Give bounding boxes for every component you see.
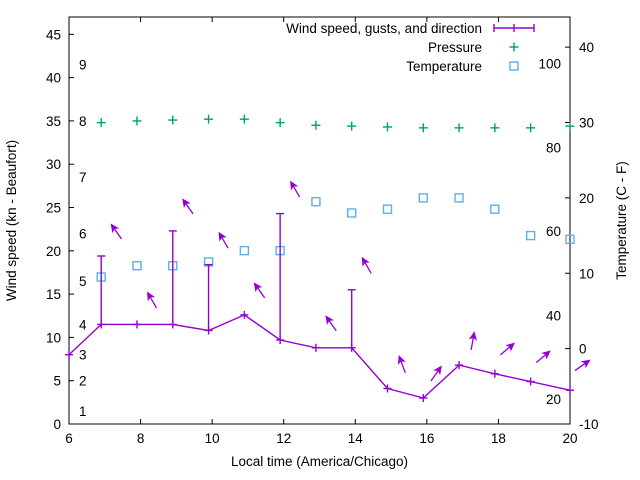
legend-label-2: Temperature: [406, 59, 482, 74]
y2-tick-label: 20: [579, 191, 594, 206]
wind-direction-arrow: [574, 359, 591, 372]
arrow-head: [110, 223, 120, 234]
series-pressure: [96, 114, 575, 133]
wind-direction-arrow: [182, 198, 194, 215]
temperature-point: [418, 193, 428, 203]
wind-direction-arrow: [146, 291, 158, 309]
x-tick-label: 18: [491, 431, 506, 446]
fahrenheit-label: 60: [546, 224, 561, 239]
arrow-head: [182, 198, 191, 209]
plot-border: [68, 16, 571, 425]
wind-direction-arrow: [500, 342, 515, 356]
wind-direction-arrow: [253, 282, 266, 299]
wind-direction-arrow: [218, 231, 229, 249]
temperature-point: [525, 230, 536, 241]
wind-direction-arrow: [361, 256, 372, 274]
x-axis-title: Local time (America/Chicago): [231, 454, 408, 469]
chart-legend: Wind speed, gusts, and direction Pressure…: [286, 21, 535, 74]
legend-label-1: Pressure: [428, 40, 482, 55]
arrow-head: [541, 350, 551, 360]
y-tick-label: 45: [46, 27, 61, 42]
arrow-head: [361, 256, 370, 267]
x-tick-label: 8: [137, 431, 145, 446]
x-tick-label: 14: [348, 431, 364, 446]
beaufort-label: 5: [79, 274, 87, 289]
y2-tick-label: 40: [579, 40, 594, 55]
y-axis-right: -10 0 10 20 30 40 Temperature (C - F): [565, 40, 629, 432]
fahrenheit-scale: 20 40 60 80 100: [538, 57, 561, 407]
temperature-point: [347, 208, 357, 218]
temperature-point: [490, 204, 500, 214]
wind-direction-arrow: [468, 331, 478, 351]
temperature-point: [382, 204, 393, 214]
series-temperature: [96, 193, 575, 282]
wind-direction-arrow: [430, 365, 442, 382]
x-tick-label: 6: [65, 431, 73, 446]
fahrenheit-label: 40: [546, 308, 561, 323]
wind-speed-line: [68, 314, 571, 399]
beaufort-label: 2: [79, 374, 87, 389]
y-tick-label: 30: [46, 157, 61, 172]
wind-direction-arrows: [110, 180, 591, 382]
legend-label-0: Wind speed, gusts, and direction: [286, 21, 482, 36]
wind-direction-arrow: [110, 223, 123, 240]
y-axis-title: Wind speed (kn - Beaufort): [4, 140, 19, 301]
y2-tick-label: 10: [579, 266, 594, 281]
plot-frame: [68, 16, 571, 425]
arrow-head: [146, 291, 156, 302]
wind-direction-arrow: [290, 180, 301, 198]
temperature-point: [311, 196, 321, 207]
y2-tick-label: 30: [579, 116, 594, 131]
beaufort-label: 4: [79, 317, 87, 332]
x-tick-label: 20: [562, 431, 577, 446]
arrow-head: [253, 282, 263, 293]
y-tick-label: 5: [53, 374, 61, 389]
y-tick-label: 25: [46, 201, 61, 216]
arrow-head: [397, 354, 406, 365]
y2-tick-label: 0: [579, 342, 587, 357]
fahrenheit-label: 80: [546, 140, 561, 155]
y2-tick-label: -10: [579, 417, 599, 432]
y-tick-label: 0: [53, 417, 61, 432]
legend-sample-square: [509, 61, 519, 71]
x-tick-label: 12: [276, 431, 291, 446]
y-tick-label: 15: [46, 287, 61, 302]
temperature-point: [132, 261, 142, 271]
y-tick-label: 40: [46, 71, 61, 86]
wind-direction-arrow: [397, 354, 406, 374]
wind-direction-arrow: [535, 350, 551, 364]
arrow-head: [433, 365, 442, 376]
x-tick-label: 16: [419, 431, 434, 446]
beaufort-label: 8: [79, 114, 87, 129]
beaufort-label: 9: [79, 58, 87, 73]
arrow-head: [505, 342, 515, 352]
y-axis-left: 0 5 10 15 20 25 30 35 40 45 Wind speed (kn - Beauf…: [4, 27, 74, 432]
y-tick-label: 35: [46, 114, 61, 129]
temperature-point: [565, 234, 575, 245]
fahrenheit-label: 100: [538, 57, 561, 72]
arrow-head: [218, 231, 227, 242]
x-tick-label: 10: [205, 431, 220, 446]
fahrenheit-label: 20: [546, 392, 561, 407]
arrow-head: [468, 331, 478, 341]
y-tick-label: 10: [46, 330, 61, 345]
temperature-point: [454, 193, 464, 203]
series-wind: [65, 212, 574, 403]
arrow-head: [325, 315, 334, 326]
temperature-point: [239, 245, 250, 256]
beaufort-label: 6: [79, 226, 87, 241]
beaufort-label: 3: [79, 348, 87, 363]
beaufort-label: 1: [79, 404, 87, 419]
beaufort-scale: 1 2 3 4 5 6 7 8 9: [79, 58, 87, 419]
y-tick-label: 20: [46, 244, 61, 259]
arrow-head: [290, 180, 299, 191]
y2-axis-title: Temperature (C - F): [614, 161, 629, 280]
wind-direction-arrow: [325, 315, 337, 332]
arrow-head: [580, 359, 591, 369]
beaufort-label: 7: [79, 170, 87, 185]
